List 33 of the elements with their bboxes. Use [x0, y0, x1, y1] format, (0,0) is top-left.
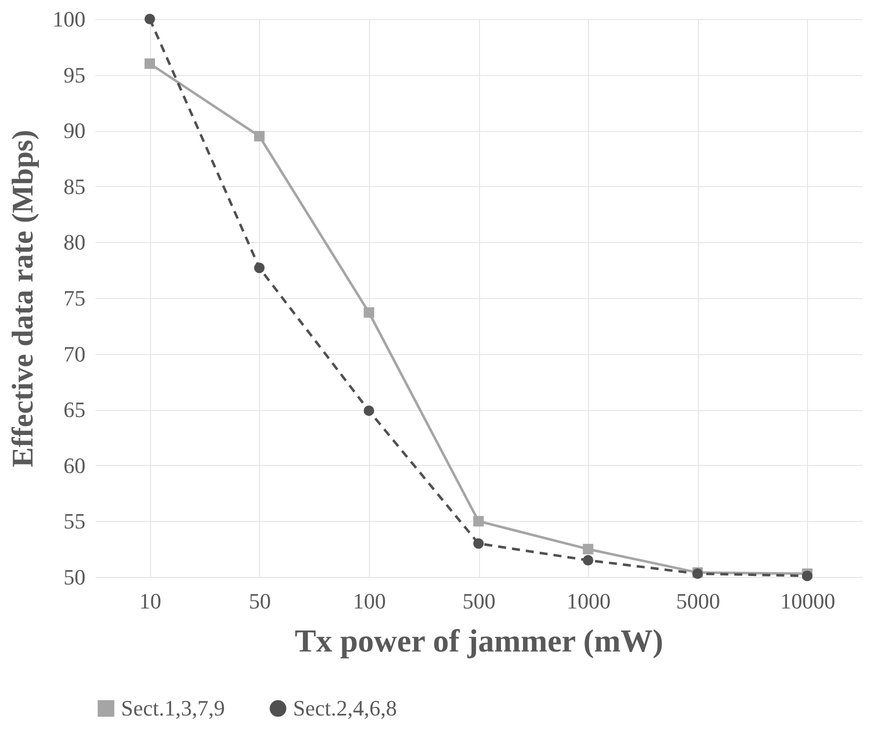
y-tick-label: 60	[64, 452, 86, 478]
y-tick-label: 75	[64, 286, 86, 310]
legend-label: Sect.1,3,7,9	[121, 695, 225, 720]
x-tick-label: 50	[248, 588, 271, 614]
point	[473, 516, 484, 526]
point	[144, 14, 156, 24]
x-tick-label: 5000	[676, 588, 720, 614]
x-tick-label: 10000	[780, 588, 836, 614]
x-tick-label: 10	[139, 588, 162, 614]
y-tick-label: 50	[64, 564, 86, 590]
legend-label: Sect.2,4,6,8	[293, 695, 397, 720]
y-tick-label: 65	[64, 397, 86, 422]
y-tick-label: 55	[64, 508, 86, 534]
point	[364, 405, 374, 416]
point	[254, 130, 265, 142]
y-tick-label: 100	[52, 6, 86, 32]
y-tick-label: 95	[64, 62, 86, 88]
point	[364, 307, 374, 318]
x-axis-title: Tx power of jammer (mW)	[294, 622, 664, 658]
y-tick-label: 80	[64, 230, 86, 255]
point	[473, 538, 484, 549]
point	[582, 544, 594, 554]
y-axis-title: Effective data rate (Mbps)	[6, 130, 40, 468]
point	[254, 262, 265, 274]
y-tick-label: 70	[64, 341, 86, 366]
point	[582, 555, 594, 566]
point	[802, 570, 812, 582]
y-tick-label: 90	[64, 118, 86, 144]
x-tick-label: 1000	[566, 588, 611, 614]
x-tick-label: 100	[352, 588, 386, 614]
point	[144, 58, 156, 69]
x-tick-label: 500	[462, 588, 496, 614]
y-tick-label: 85	[64, 174, 86, 199]
